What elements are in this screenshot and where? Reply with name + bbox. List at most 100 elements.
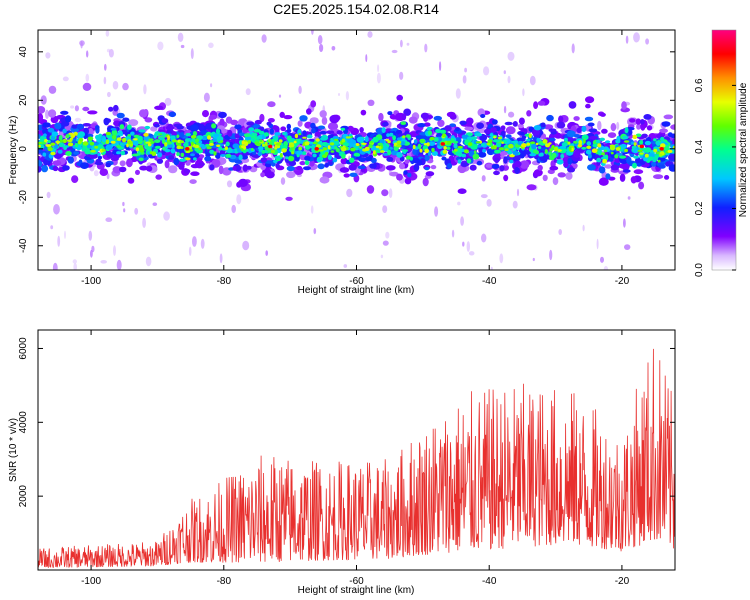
- spectrogram-cell: [408, 116, 418, 124]
- spectrogram-cell: [113, 245, 116, 256]
- spectrogram-cell: [327, 122, 339, 131]
- spectrogram-cell: [209, 114, 217, 120]
- spectrogram-cell: [542, 174, 548, 182]
- spectrogram-cell: [38, 141, 42, 144]
- spectrogram-cell: [280, 177, 286, 185]
- spectrogram-cell: [201, 144, 205, 150]
- spectrogram-cell: [472, 142, 478, 149]
- spectrogram-cell: [601, 156, 608, 160]
- spectrogram-cell: [586, 141, 592, 146]
- spectrogram-cell: [635, 118, 641, 125]
- spectrogram-cell: [645, 38, 649, 45]
- spectrogram-cell: [529, 153, 537, 157]
- spectrogram-cell: [317, 163, 325, 170]
- spectrogram-cell: [168, 111, 177, 118]
- spectrogram-cell: [367, 99, 375, 107]
- spectrogram-cell: [549, 165, 559, 171]
- spectrogram-cell: [226, 180, 233, 188]
- spectrogram-cell: [630, 176, 637, 184]
- spectrogram-cell: [659, 153, 663, 157]
- spectrogram-cell: [168, 165, 178, 174]
- spectrogram-cell: [139, 147, 145, 153]
- spectrogram-cell: [516, 137, 525, 142]
- spectrogram-cell: [304, 155, 311, 161]
- spectrogram-cell: [38, 106, 46, 114]
- spectrogram-cell: [227, 129, 233, 137]
- spectrogram-cell: [498, 147, 505, 151]
- spectrogram-cell: [483, 66, 490, 76]
- spectrogram-cell: [667, 149, 673, 153]
- spectrogram-cell: [259, 113, 265, 123]
- spectrogram-cell: [638, 181, 645, 190]
- spectrogram-cell: [476, 122, 484, 129]
- spectrogram-cell: [76, 123, 85, 130]
- spectrogram-cell: [400, 121, 407, 125]
- y-tick-label: 20: [18, 94, 29, 106]
- spectrogram-cell: [601, 128, 608, 134]
- spectrogram-cell: [218, 165, 224, 175]
- spectrogram-cell: [135, 169, 140, 175]
- spectrogram-cell: [125, 158, 133, 168]
- spectrogram-cell: [103, 117, 110, 126]
- spectrogram-cell: [131, 153, 139, 157]
- spectrogram-cell: [225, 141, 230, 147]
- spectrogram-cell: [177, 32, 184, 42]
- spectrogram-cell: [150, 126, 158, 132]
- spectrogram-cell: [327, 154, 332, 161]
- spectrogram-cell: [179, 132, 185, 138]
- spectrogram-cell: [265, 250, 269, 256]
- spectrogram-cell: [279, 152, 283, 158]
- spectrogram-cell: [407, 172, 412, 178]
- spectrogram-cell: [417, 123, 426, 128]
- spectrogram-cell: [268, 144, 273, 149]
- colorbar-tick-label: 0.2: [694, 201, 705, 215]
- spectrogram-cell: [62, 128, 67, 134]
- spectrogram-cell: [345, 91, 349, 101]
- spectrogram-cell: [116, 259, 122, 270]
- spectrogram-cell: [236, 194, 242, 205]
- spectrogram-cell: [614, 154, 619, 159]
- spectrogram-cell: [380, 150, 385, 153]
- spectrogram-cell: [565, 172, 573, 180]
- y-tick-label: 40: [18, 46, 29, 58]
- spectrogram-cell: [133, 140, 139, 147]
- spectrogram-cell: [128, 119, 139, 127]
- figure-title: C2E5.2025.154.02.08.R14: [273, 1, 439, 17]
- spectrogram-cell: [219, 118, 225, 127]
- spectrogram-cell: [547, 169, 555, 175]
- spectrogram-cell: [340, 146, 347, 152]
- spectrogram-cell: [603, 149, 608, 153]
- spectrogram-cell: [148, 138, 154, 142]
- spectrogram-cell: [43, 158, 49, 166]
- spectrogram-cell: [215, 128, 221, 135]
- spectrogram-cell: [622, 169, 631, 173]
- spectrogram-cell: [472, 153, 480, 160]
- spectrogram-cell: [285, 156, 289, 160]
- colorbar-tick-label: 0.0: [694, 263, 705, 277]
- spectrogram-cell: [319, 44, 324, 52]
- spectrogram-cell: [615, 139, 621, 144]
- spectrogram-cell: [306, 108, 312, 115]
- spectrogram-cell: [644, 153, 649, 158]
- spectrogram-cell: [156, 158, 164, 164]
- spectrogram-cell: [490, 145, 495, 150]
- spectrogram-cell: [500, 125, 506, 131]
- spectrogram-cell: [190, 124, 199, 132]
- spectrogram-cell: [164, 152, 171, 156]
- spectrogram-cell: [549, 148, 553, 152]
- spectrogram-cell: [60, 110, 69, 115]
- spectrogram-cell: [373, 150, 376, 155]
- spectrogram-cell: [306, 134, 313, 139]
- spectrogram-cell: [207, 135, 211, 140]
- spectrogram-cell: [250, 147, 254, 151]
- spectrogram-cell: [378, 112, 384, 122]
- spectrogram-cell: [313, 228, 317, 235]
- spectrogram-cell: [639, 152, 644, 155]
- spectrogram-cell: [330, 150, 335, 153]
- spectrogram-cell: [50, 225, 54, 230]
- spectrogram-cell: [274, 132, 281, 136]
- spectrogram-cell: [429, 136, 435, 141]
- spectrogram-cell: [133, 138, 138, 141]
- spectrogram-cell: [105, 30, 110, 37]
- spectrogram-cell: [339, 167, 350, 173]
